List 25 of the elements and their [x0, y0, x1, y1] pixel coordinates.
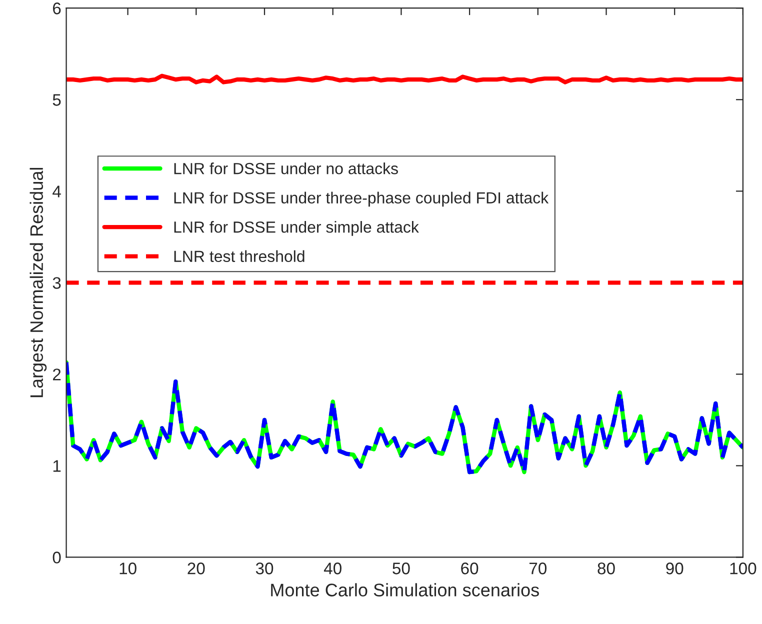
- legend-label: LNR test threshold: [174, 250, 304, 262]
- x-tick-label: 80: [598, 562, 615, 574]
- y-tick-label: 3: [52, 277, 61, 289]
- y-tick-label: 6: [53, 2, 61, 14]
- line-series: [66, 360, 743, 474]
- x-tick-label: 100: [730, 562, 756, 574]
- legend-label: LNR for DSSE under no attacks: [174, 162, 398, 174]
- y-tick-label: 0: [52, 552, 61, 564]
- x-tick-label: 20: [188, 562, 205, 574]
- x-tick-label: 10: [120, 562, 136, 574]
- y-axis-title: Largest Normalized Residual: [30, 168, 47, 398]
- x-tick-label: 50: [392, 562, 410, 574]
- x-axis-title: Monte Carlo Simulation scenarios: [271, 583, 539, 596]
- legend-label: LNR for DSSE under simple attack: [174, 221, 419, 236]
- x-tick-label: 70: [529, 562, 547, 574]
- x-tick-label: 30: [256, 562, 274, 574]
- line-series: [66, 74, 743, 84]
- y-tick-label: 1: [53, 460, 61, 472]
- y-tick-label: 2: [53, 368, 61, 380]
- y-tick-label: 4: [52, 186, 61, 198]
- x-tick-label: 90: [666, 562, 684, 574]
- x-tick-label: 60: [461, 562, 478, 574]
- legend-label: LNR for DSSE under three-phase coupled FDI attack: [174, 192, 549, 207]
- x-tick-label: 40: [324, 562, 342, 574]
- y-tick-label: 5: [52, 94, 61, 106]
